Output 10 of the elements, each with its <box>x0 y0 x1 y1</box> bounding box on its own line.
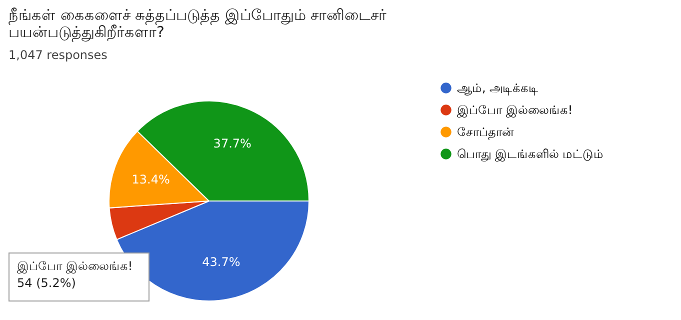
chart-title: நீங்கள் கைகளைச் சுத்தப்படுத்த இப்போதும் சானிடைசர் பயன்படுத்துகிறீர்களா? <box>8 6 387 41</box>
data-label: 13.4% <box>132 172 170 187</box>
legend-label: ஆம், அடிக்கடி <box>457 81 539 95</box>
legend-label: பொது இடங்களில் மட்டும் <box>457 147 604 162</box>
data-label: 43.7% <box>202 254 240 269</box>
chart-subtitle: 1,047 responses <box>8 48 108 62</box>
legend-label: இப்போ இல்லைங்க! <box>457 103 573 118</box>
data-label: 37.7% <box>213 136 252 151</box>
legend-label: சோப்தான் <box>457 125 514 139</box>
text: இப்போ இல்லைங்க! 54 (5.2%) <box>17 259 133 290</box>
